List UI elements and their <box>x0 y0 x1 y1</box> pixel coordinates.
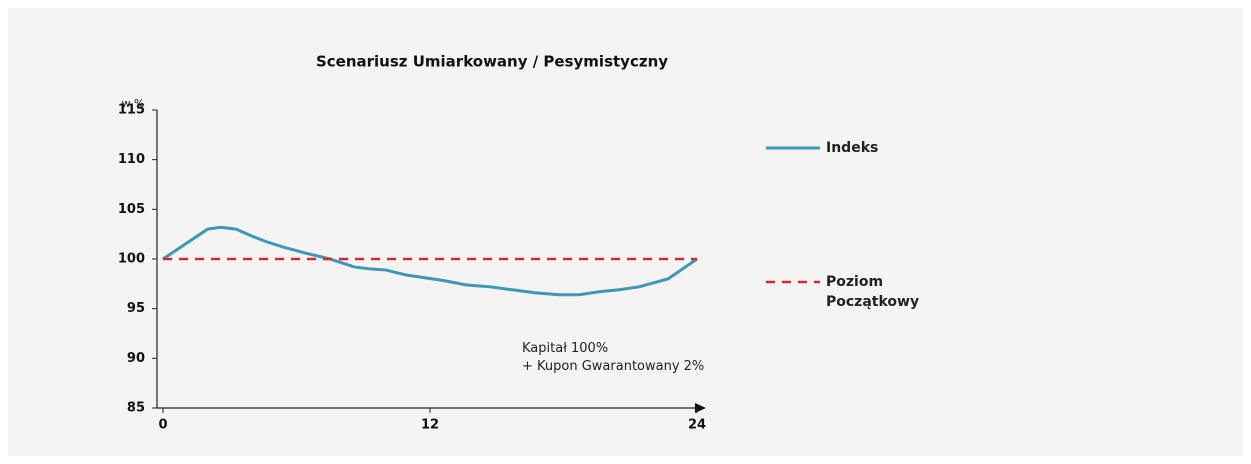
legend-label: Poziom Początkowy <box>826 274 920 310</box>
chart-title: Scenariusz Umiarkowany / Pesymistyczny <box>316 53 668 71</box>
y-tick-label: 95 <box>127 301 145 316</box>
legend-label: Indeks <box>826 140 879 156</box>
y-tick-label: 115 <box>118 103 145 118</box>
x-tick-label: 24 <box>688 418 706 433</box>
x-axis-arrow <box>695 403 706 413</box>
y-tick-label: 105 <box>118 202 145 217</box>
background <box>8 8 1243 456</box>
y-tick-label: 85 <box>127 401 145 416</box>
y-tick-label: 90 <box>127 351 145 366</box>
x-tick-label: 12 <box>421 418 439 433</box>
y-axis-label: w % <box>122 97 145 110</box>
y-tick-label: 110 <box>118 152 145 167</box>
series-line <box>162 225 698 297</box>
y-tick-label: 100 <box>118 252 145 267</box>
annotation: Kapitał 100% + Kupon Gwarantowany 2% <box>522 341 705 374</box>
x-tick-label: 0 <box>158 418 167 433</box>
